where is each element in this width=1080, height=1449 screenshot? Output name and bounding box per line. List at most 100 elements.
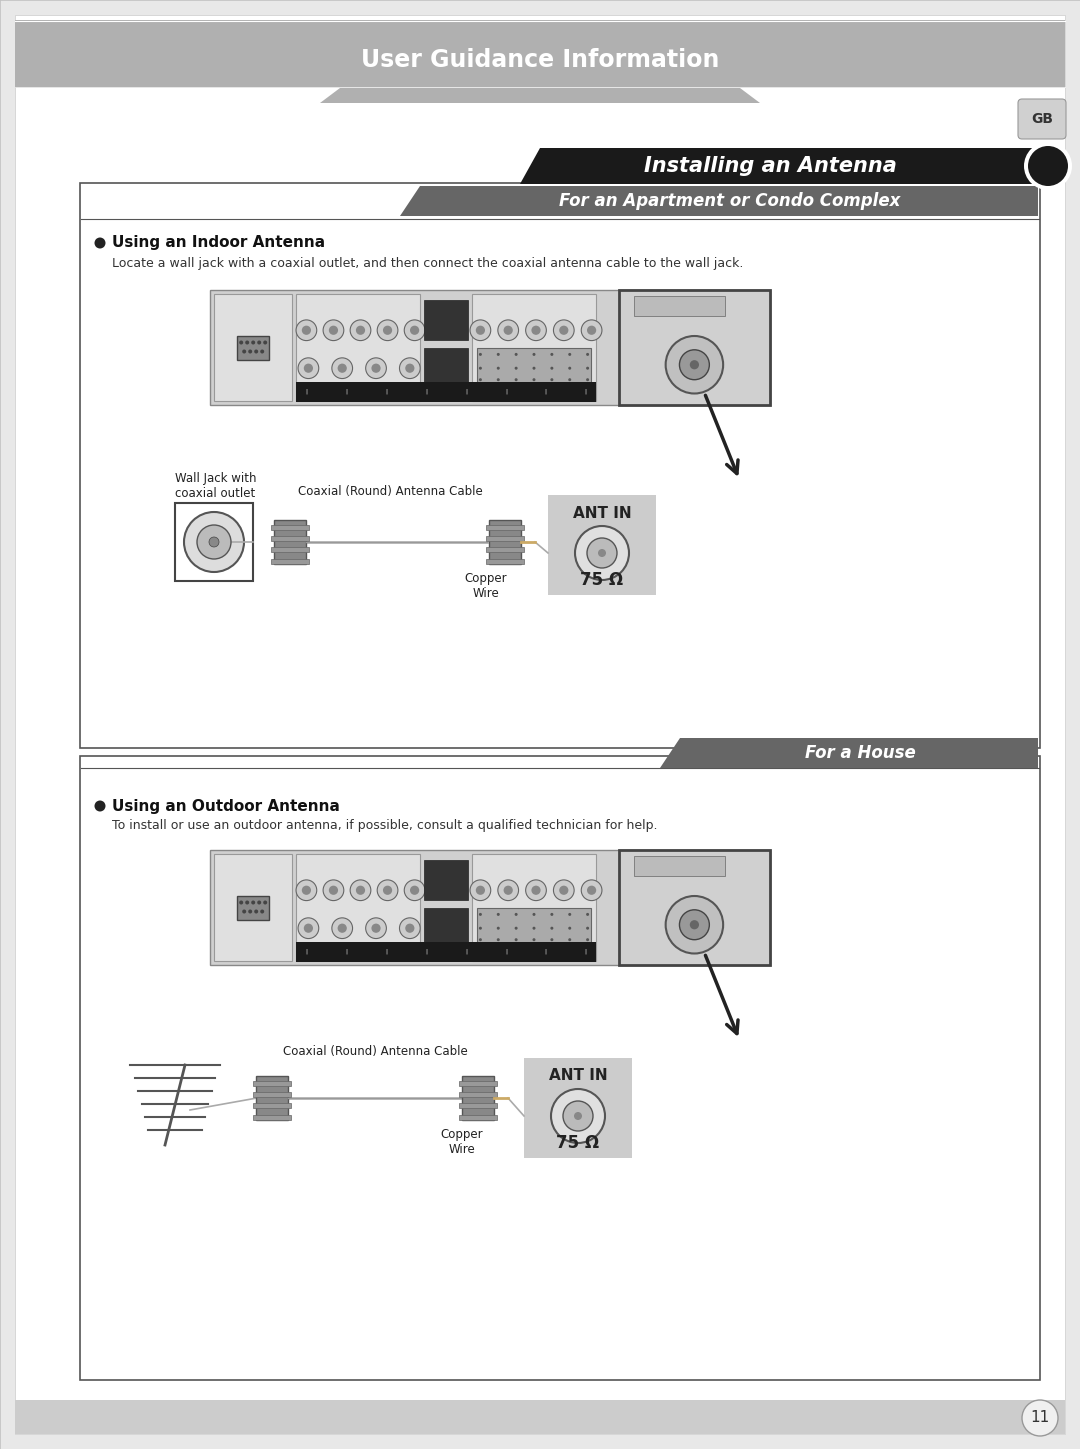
Circle shape (553, 880, 575, 901)
Circle shape (497, 367, 500, 369)
Circle shape (404, 320, 424, 341)
Bar (296, 383, 595, 401)
Circle shape (328, 326, 338, 335)
Text: Coaxial (Round) Antenna Cable: Coaxial (Round) Antenna Cable (298, 485, 483, 498)
Text: Using an Indoor Antenna: Using an Indoor Antenna (112, 236, 325, 251)
Bar (214, 853, 293, 961)
Bar (477, 348, 591, 391)
Bar (253, 1103, 291, 1108)
Circle shape (551, 354, 553, 356)
Bar (477, 907, 591, 951)
Circle shape (575, 526, 629, 580)
Text: For an Apartment or Condo Complex: For an Apartment or Condo Complex (559, 193, 901, 210)
Circle shape (478, 913, 482, 916)
Bar (486, 525, 524, 530)
Bar (423, 348, 469, 400)
Circle shape (470, 880, 490, 901)
Bar (634, 856, 725, 877)
Circle shape (1024, 142, 1072, 190)
Bar (256, 1077, 288, 1120)
Circle shape (239, 341, 243, 345)
Circle shape (497, 938, 500, 942)
Circle shape (257, 341, 261, 345)
Text: |: | (306, 949, 308, 953)
Bar (459, 1103, 497, 1108)
Text: Installing an Antenna: Installing an Antenna (644, 156, 896, 175)
Circle shape (568, 938, 571, 942)
Circle shape (260, 910, 265, 913)
Circle shape (497, 354, 500, 356)
Circle shape (210, 538, 219, 548)
Circle shape (551, 927, 553, 930)
Bar (80, 756, 1040, 1379)
Circle shape (356, 885, 365, 895)
Bar (486, 559, 524, 564)
Circle shape (532, 367, 536, 369)
Circle shape (377, 320, 397, 341)
Circle shape (239, 900, 243, 904)
Circle shape (679, 910, 710, 940)
Circle shape (383, 326, 392, 335)
Circle shape (478, 938, 482, 942)
Bar (253, 1093, 291, 1097)
Bar (15, 1400, 1065, 1435)
Circle shape (515, 354, 517, 356)
Text: |: | (465, 949, 467, 953)
Circle shape (248, 910, 253, 913)
Bar (619, 290, 770, 406)
Circle shape (242, 910, 246, 913)
Circle shape (553, 320, 575, 341)
Circle shape (323, 880, 343, 901)
Circle shape (338, 364, 347, 372)
Circle shape (254, 910, 258, 913)
Text: Wall Jack with
coaxial outlet: Wall Jack with coaxial outlet (175, 472, 257, 500)
Circle shape (400, 917, 420, 939)
Text: To install or use an outdoor antenna, if possible, consult a qualified technicia: To install or use an outdoor antenna, if… (112, 820, 658, 833)
Circle shape (95, 238, 106, 248)
Bar (271, 536, 309, 540)
Circle shape (248, 349, 253, 354)
Circle shape (532, 927, 536, 930)
Text: GB: GB (1031, 112, 1053, 126)
Circle shape (586, 927, 589, 930)
Text: 11: 11 (1030, 1410, 1050, 1426)
Text: |: | (584, 949, 586, 953)
Circle shape (573, 1111, 582, 1120)
Circle shape (476, 885, 485, 895)
Circle shape (498, 320, 518, 341)
Text: Copper
Wire: Copper Wire (464, 572, 508, 600)
Circle shape (581, 880, 602, 901)
Text: |: | (346, 949, 348, 953)
Circle shape (252, 341, 255, 345)
Circle shape (252, 900, 255, 904)
Circle shape (665, 895, 724, 953)
Circle shape (296, 320, 316, 341)
Bar (619, 851, 770, 965)
Text: |: | (544, 949, 546, 953)
Bar (274, 520, 306, 564)
Circle shape (264, 900, 267, 904)
Circle shape (366, 358, 387, 378)
Circle shape (298, 358, 319, 378)
Circle shape (568, 367, 571, 369)
Circle shape (515, 938, 517, 942)
Bar (296, 853, 420, 961)
Circle shape (95, 800, 106, 811)
Circle shape (559, 326, 568, 335)
Circle shape (254, 349, 258, 354)
Circle shape (303, 364, 313, 372)
Circle shape (526, 320, 546, 341)
Circle shape (551, 913, 553, 916)
Bar (253, 1081, 291, 1085)
Text: For a House: For a House (805, 743, 916, 762)
Bar (486, 536, 524, 540)
Circle shape (356, 326, 365, 335)
Circle shape (568, 378, 571, 381)
Circle shape (515, 378, 517, 381)
Circle shape (197, 525, 231, 559)
Text: Locate a wall jack with a coaxial outlet, and then connect the coaxial antenna c: Locate a wall jack with a coaxial outlet… (112, 256, 743, 270)
Circle shape (551, 367, 553, 369)
Bar (489, 520, 521, 564)
Circle shape (690, 920, 699, 929)
Text: |: | (544, 388, 546, 394)
